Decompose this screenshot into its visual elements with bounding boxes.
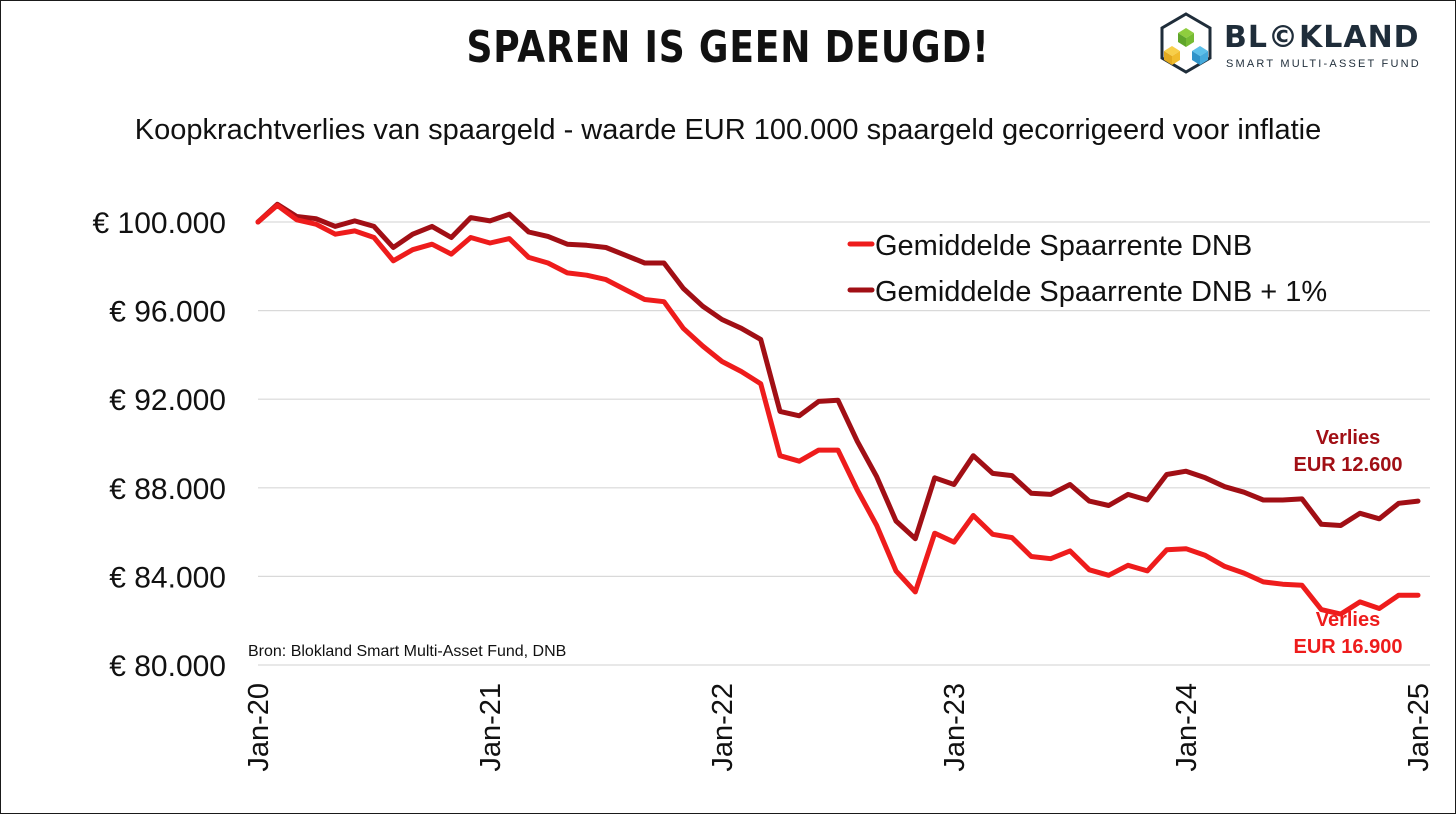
x-tick-label: Jan-22	[707, 683, 739, 772]
annotation-value: EUR 16.900	[1294, 636, 1403, 658]
annotation-value: EUR 12.600	[1294, 454, 1403, 476]
legend-label: Gemiddelde Spaarrente DNB	[875, 230, 1252, 262]
x-tick-label: Jan-23	[939, 683, 971, 772]
logo-tagline: SMART MULTI-ASSET FUND	[1226, 58, 1421, 70]
source-note: Bron: Blokland Smart Multi-Asset Fund, D…	[248, 643, 566, 660]
annotation-title: Verlies	[1316, 427, 1381, 449]
y-tick-label: € 80.000	[109, 650, 226, 683]
brand-logo: BL©KLAND SMART MULTI-ASSET FUND	[1156, 10, 1436, 78]
annotation-title: Verlies	[1316, 609, 1381, 631]
y-tick-label: € 92.000	[109, 384, 226, 417]
x-tick-label: Jan-21	[475, 683, 507, 772]
x-tick-label: Jan-25	[1403, 683, 1435, 772]
y-tick-label: € 84.000	[109, 561, 226, 594]
y-tick-label: € 88.000	[109, 473, 226, 506]
page-title: SPAREN IS GEEN DEUGD!	[466, 22, 990, 73]
chart-subtitle: Koopkrachtverlies van spaargeld - waarde…	[134, 114, 1322, 146]
cube-logo-icon	[1160, 12, 1212, 74]
y-tick-label: € 96.000	[109, 296, 226, 329]
legend-label: Gemiddelde Spaarrente DNB + 1%	[875, 276, 1327, 308]
series-line-dnb	[255, 202, 1421, 617]
x-tick-label: Jan-24	[1171, 683, 1203, 772]
series-line-dnb-plus-1	[255, 201, 1421, 542]
x-tick-label: Jan-20	[243, 683, 275, 772]
y-tick-label: € 100.000	[93, 207, 226, 240]
logo-wordmark: BL©KLAND	[1224, 20, 1420, 55]
